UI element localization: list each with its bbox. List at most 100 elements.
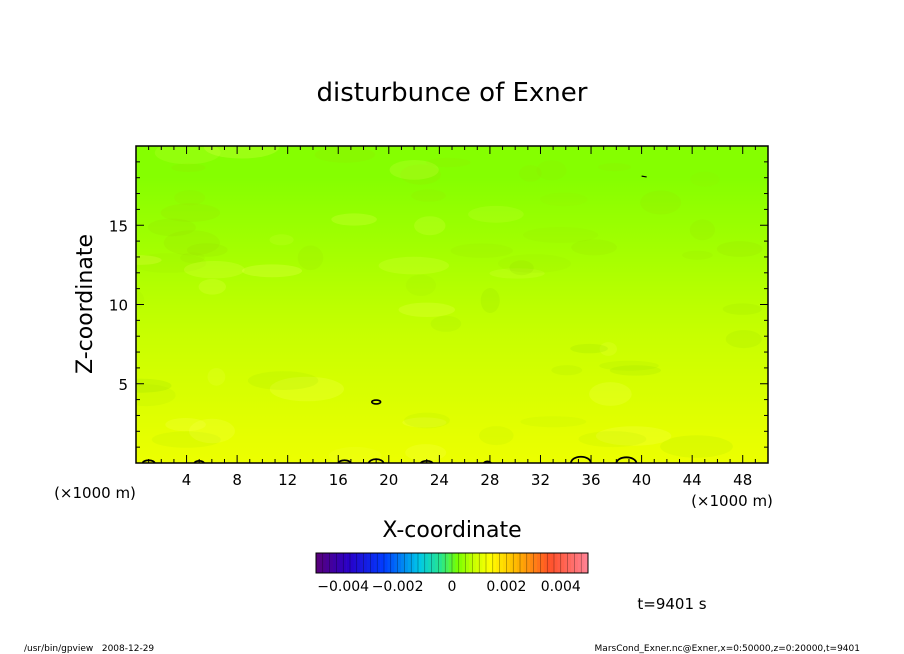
contour-bump [615, 456, 638, 463]
x-tick-label: 20 [379, 471, 398, 489]
texture-blob [184, 261, 245, 279]
x-axis-label: X-coordinate [382, 518, 521, 543]
x-unit-right: (×1000 m) [691, 492, 773, 510]
colorbar-segment [458, 553, 463, 573]
texture-blob [189, 418, 235, 444]
colorbar-segment [373, 553, 378, 573]
x-tick-label: 16 [329, 471, 348, 489]
texture-blob [269, 234, 294, 246]
colorbar-segment [550, 553, 555, 573]
texture-blob [405, 444, 447, 462]
texture-blob [589, 382, 632, 406]
colorbar-segment [394, 553, 398, 573]
colorbar-segment [387, 553, 392, 573]
colorbar-segment [492, 553, 497, 573]
colorbar-segment [428, 553, 432, 573]
colorbar-segment [554, 553, 558, 573]
colorbar-segment [421, 553, 426, 573]
colorbar-segment [435, 553, 439, 573]
texture-blob [297, 245, 324, 271]
colorbar-segment [584, 553, 589, 573]
colorbar-segment [564, 553, 568, 573]
colorbar-tick-label: 0.002 [486, 579, 526, 595]
x-tick-label: 28 [480, 471, 499, 489]
colorbar-segment [363, 553, 368, 573]
texture-blob [405, 274, 436, 296]
colorbar-segment [523, 553, 528, 573]
x-tick-label: 32 [531, 471, 550, 489]
heatmap-texture [136, 146, 763, 463]
texture-blob [570, 343, 608, 354]
texture-blob [598, 163, 631, 172]
texture-blob [430, 315, 462, 332]
footer-left: /usr/bin/gpview 2008-12-29 [24, 644, 154, 654]
texture-blob [595, 426, 672, 446]
x-tick-label: 12 [278, 471, 297, 489]
heatmap-field [136, 146, 768, 463]
colorbar-segment [540, 553, 545, 573]
texture-blob [147, 218, 196, 237]
colorbar-segment [380, 553, 385, 573]
colorbar-segment [418, 553, 422, 573]
texture-blob [154, 146, 221, 165]
y-axis-label: Z-coordinate [73, 234, 98, 374]
colorbar-segment [543, 553, 548, 573]
colorbar-segment [441, 553, 446, 573]
colorbar-segment [526, 553, 531, 573]
texture-blob [509, 260, 534, 276]
colorbar-segment [356, 553, 361, 573]
colorbar-segment [547, 553, 551, 573]
texture-blob [468, 205, 524, 223]
colorbar-segment [319, 553, 324, 573]
texture-blob [389, 160, 439, 180]
colorbar-segment [407, 553, 412, 573]
colorbar-tick-label: −0.002 [372, 579, 424, 595]
texture-blob [519, 165, 542, 182]
texture-blob [660, 435, 733, 458]
colorbar-segment [377, 553, 381, 573]
texture-blob [136, 378, 172, 393]
plot-area [135, 145, 769, 464]
texture-blob [400, 164, 441, 185]
texture-blob [136, 290, 145, 310]
texture-blob [690, 171, 720, 187]
x-tick-label: 4 [182, 471, 192, 489]
texture-blob [520, 416, 587, 428]
contour-bump [482, 460, 492, 463]
colorbar-segment [414, 553, 419, 573]
texture-blob [551, 365, 583, 376]
colorbar-segment [455, 553, 460, 573]
texture-blob [722, 303, 763, 315]
colorbar-segment [577, 553, 582, 573]
texture-blob [398, 302, 455, 317]
colorbar-segment [537, 553, 541, 573]
chart-title: disturbunce of Exner [317, 78, 588, 108]
texture-blob [136, 384, 176, 407]
texture-blob [498, 254, 571, 273]
colorbar-segment [384, 553, 388, 573]
colorbar-segment [567, 553, 572, 573]
texture-blob [540, 192, 588, 207]
colorbar-segment [336, 553, 341, 573]
texture-blob [609, 365, 662, 376]
colorbar-segment [333, 553, 337, 573]
colorbar-segment [479, 553, 483, 573]
x-tick-label: 44 [683, 471, 702, 489]
texture-blob [247, 371, 319, 390]
x-tick-label: 8 [232, 471, 242, 489]
y-tick-label: 5 [118, 376, 128, 394]
texture-blob [203, 146, 280, 159]
texture-blob [425, 157, 471, 168]
colorbar-segment [397, 553, 402, 573]
footer-right: MarsCond_Exner.nc@Exner,x=0:50000,z=0:20… [595, 644, 860, 654]
texture-blob [269, 376, 344, 402]
colorbar-segment [322, 553, 327, 573]
colorbar-tick-labels: −0.004 −0.002 0 0.002 0.004 [317, 579, 581, 595]
colorbar-segment [462, 553, 466, 573]
colorbar-segment [520, 553, 524, 573]
contour-speck [641, 175, 647, 178]
x-tick-label: 24 [430, 471, 449, 489]
colorbar-segment [475, 553, 480, 573]
texture-blob [186, 243, 228, 257]
